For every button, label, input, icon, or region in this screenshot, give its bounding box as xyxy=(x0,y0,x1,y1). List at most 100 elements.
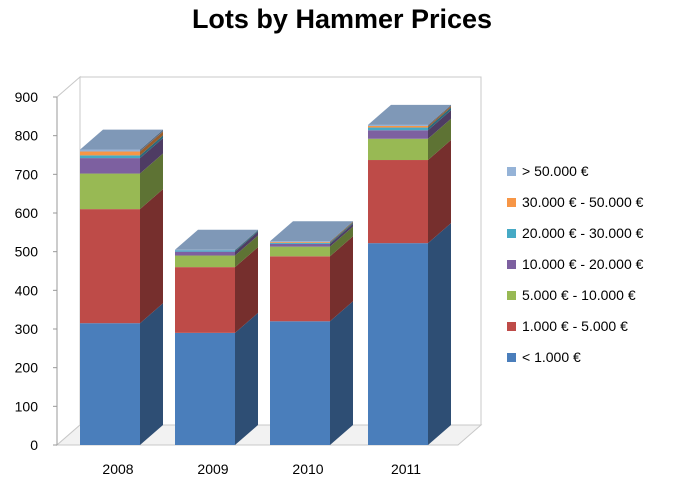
bar-front xyxy=(175,251,235,256)
bar-front xyxy=(80,173,140,210)
bar-side xyxy=(140,138,163,174)
bar-front xyxy=(368,243,428,445)
bar-side xyxy=(235,312,258,445)
legend-item: 30.000 € - 50.000 € xyxy=(507,189,643,215)
legend-swatch xyxy=(507,321,516,331)
bar-segment xyxy=(368,223,451,445)
bar-top xyxy=(175,229,258,250)
legend-label: 20.000 € - 30.000 € xyxy=(522,225,644,241)
bar-side xyxy=(428,106,451,128)
legend-swatch xyxy=(507,259,516,269)
bar-side xyxy=(428,110,451,139)
bar-segment xyxy=(80,131,163,156)
bar-front xyxy=(175,255,235,268)
bar-segment xyxy=(80,138,163,174)
bar-segment xyxy=(270,226,353,257)
bar-front xyxy=(80,209,140,324)
bar-front xyxy=(80,323,140,445)
legend-label: 30.000 € - 50.000 € xyxy=(522,194,644,210)
bar-front xyxy=(270,321,330,445)
bar-side xyxy=(235,229,258,251)
bar-front xyxy=(175,332,235,445)
bar-segment xyxy=(368,106,451,128)
bar-side xyxy=(330,226,353,257)
legend-swatch xyxy=(507,197,516,207)
bar-side xyxy=(140,303,163,445)
bar-side xyxy=(235,230,258,252)
chart-title: Lots by Hammer Prices xyxy=(191,4,493,34)
legend-label: 1.000 € - 5.000 € xyxy=(522,318,628,334)
y-tick-label: 800 xyxy=(15,128,39,144)
legend-swatch xyxy=(507,352,516,362)
bar-side xyxy=(330,222,353,243)
bar-segment xyxy=(270,223,353,247)
bar-front xyxy=(175,250,235,252)
bar-segment xyxy=(270,222,353,244)
bar-side xyxy=(428,107,451,131)
bar-segment xyxy=(80,303,163,445)
y-tick-label: 500 xyxy=(15,244,39,260)
bar-side xyxy=(330,222,353,244)
y-tick-label: 600 xyxy=(15,205,39,221)
legend-label: 5.000 € - 10.000 € xyxy=(522,287,636,303)
y-tick-label: 900 xyxy=(15,89,39,105)
x-tick-label: 2010 xyxy=(292,461,323,477)
bar-side xyxy=(140,131,163,156)
bar-front xyxy=(270,242,330,244)
x-tick-label: 2008 xyxy=(102,461,133,477)
legend-item: > 50.000 € xyxy=(507,158,643,184)
y-tick-label: 400 xyxy=(15,282,39,298)
legend-swatch xyxy=(507,290,516,300)
bar-segment xyxy=(175,247,258,333)
bar-front xyxy=(270,246,330,257)
side-wall xyxy=(56,75,81,447)
bar-segment xyxy=(270,236,353,322)
bar-side xyxy=(330,236,353,322)
bar-side xyxy=(330,221,353,242)
bar-segment xyxy=(175,235,258,268)
bar-segment xyxy=(80,189,163,324)
legend-item: 1.000 € - 5.000 € xyxy=(507,313,643,339)
legend-label: < 1.000 € xyxy=(522,349,581,365)
legend-item: < 1.000 € xyxy=(507,344,643,370)
bar-front xyxy=(80,158,140,174)
bar-segment xyxy=(270,301,353,445)
bar-segment xyxy=(80,135,163,159)
legend-item: 10.000 € - 20.000 € xyxy=(507,251,643,277)
bar-segment xyxy=(175,312,258,445)
bar-front xyxy=(270,241,330,242)
bar-top xyxy=(270,221,353,242)
y-tick-label: 100 xyxy=(15,398,39,414)
bar-side xyxy=(330,223,353,247)
bar-front xyxy=(175,249,235,251)
bar-segment xyxy=(368,118,451,161)
bar-front xyxy=(270,243,330,247)
x-tick-label: 2009 xyxy=(197,461,228,477)
bar-side xyxy=(235,235,258,268)
bar-front xyxy=(368,124,428,126)
bar-side xyxy=(428,118,451,161)
bar-side xyxy=(428,104,451,126)
y-tick-label: 0 xyxy=(30,437,38,453)
bar-front xyxy=(368,138,428,161)
bar-side xyxy=(235,231,258,256)
bar-front xyxy=(270,256,330,322)
bar-segment xyxy=(270,221,353,242)
bar-segment xyxy=(368,110,451,139)
bar-front xyxy=(80,151,140,156)
bar-front xyxy=(80,149,140,152)
bar-front xyxy=(80,155,140,159)
bar-segment xyxy=(175,230,258,252)
y-tick-label: 200 xyxy=(15,360,39,376)
y-tick-label: 700 xyxy=(15,166,39,182)
bar-front xyxy=(175,267,235,333)
bar-side xyxy=(140,135,163,159)
legend-swatch xyxy=(507,228,516,238)
bar-side xyxy=(140,129,163,152)
bar-front xyxy=(368,130,428,139)
x-tick-label: 2011 xyxy=(391,461,421,477)
bar-front xyxy=(270,242,330,243)
bar-segment xyxy=(80,129,163,152)
y-tick-label: 300 xyxy=(15,321,39,337)
